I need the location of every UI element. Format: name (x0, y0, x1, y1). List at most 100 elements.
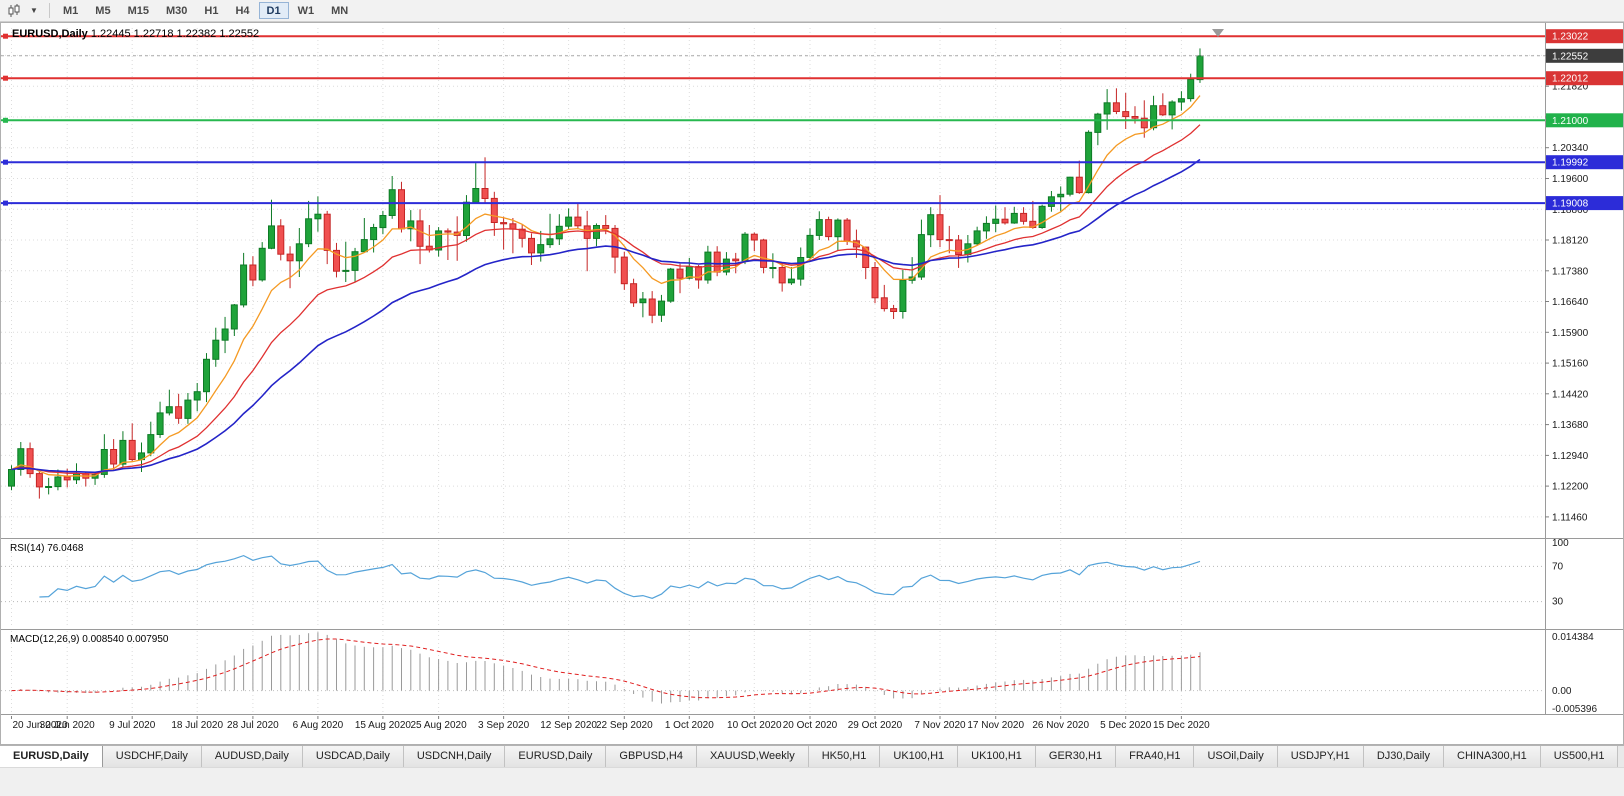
svg-text:1.15160: 1.15160 (1552, 359, 1589, 370)
svg-text:25 Aug 2020: 25 Aug 2020 (411, 720, 468, 731)
moving-average-17 (11, 124, 1201, 475)
symbol-tab-12-fra40-h1[interactable]: FRA40,H1 (1116, 746, 1195, 767)
svg-text:1.18860: 1.18860 (1552, 205, 1589, 216)
svg-text:1.18120: 1.18120 (1552, 236, 1589, 247)
svg-text:1.19992: 1.19992 (1552, 158, 1589, 169)
symbol-tab-1-usdchf-daily[interactable]: USDCHF,Daily (102, 746, 202, 767)
hline-handle[interactable] (3, 200, 8, 206)
svg-text:1 Oct 2020: 1 Oct 2020 (665, 720, 714, 731)
symbol-tab-7-xauusd-weekly[interactable]: XAUUSD,Weekly (696, 746, 809, 767)
chart-type-button[interactable] (4, 2, 24, 20)
svg-text:1.19008: 1.19008 (1552, 199, 1589, 210)
macd-signal-line (11, 638, 1201, 699)
svg-text:17 Nov 2020: 17 Nov 2020 (967, 720, 1024, 731)
svg-text:1.14420: 1.14420 (1552, 389, 1589, 400)
svg-text:9 Jul 2020: 9 Jul 2020 (109, 720, 156, 731)
timeframe-button-d1[interactable]: D1 (258, 2, 289, 19)
svg-text:26 Nov 2020: 26 Nov 2020 (1032, 720, 1089, 731)
symbol-tab-13-usoil-daily[interactable]: USOil,Daily (1194, 746, 1278, 767)
price-badge-1.22552 (1546, 48, 1623, 63)
price-badge-1.19008 (1546, 196, 1623, 211)
symbol-tabbar: EURUSD,Daily USDCHF,Daily AUDUSD,Daily USDC… (0, 745, 1624, 767)
svg-text:12 Sep 2020: 12 Sep 2020 (540, 720, 597, 731)
timeframe-toolbar: ▼ M1 M5 M15 M30 H1 H4 D1 W1 MN (0, 0, 1624, 22)
symbol-tab-4-usdcnh-daily[interactable]: USDCNH,Daily (403, 746, 506, 767)
svg-text:1.19600: 1.19600 (1552, 174, 1589, 185)
svg-text:28 Jul 2020: 28 Jul 2020 (227, 720, 279, 731)
symbol-tab-8-hk50-h1[interactable]: HK50,H1 (808, 746, 881, 767)
symbol-tab-15-dj30-daily[interactable]: DJ30,Daily (1363, 746, 1444, 767)
svg-text:1.17380: 1.17380 (1552, 266, 1589, 277)
svg-text:1.21820: 1.21820 (1552, 82, 1589, 93)
chart-shift-marker[interactable] (1212, 29, 1224, 37)
chart-type-dropdown[interactable]: ▼ (24, 2, 44, 20)
moving-average-32 (11, 158, 1201, 474)
timeframe-button-m1[interactable]: M1 (55, 2, 86, 19)
hline-handle[interactable] (3, 33, 8, 39)
price-badge-1.19992 (1546, 155, 1623, 170)
svg-text:20 Jun 2020: 20 Jun 2020 (12, 720, 67, 731)
price-axis[interactable]: 1.225601.218201.210801.203401.196001.188… (1545, 51, 1589, 524)
symbol-tab-17-us500-h1[interactable]: US500,H1 (1540, 746, 1619, 767)
symbol-tab-10-uk100-h1[interactable]: UK100,H1 (958, 746, 1036, 767)
svg-text:20 Oct 2020: 20 Oct 2020 (783, 720, 838, 731)
timeframe-button-mn[interactable]: MN (323, 2, 356, 19)
svg-text:1.11460: 1.11460 (1552, 512, 1588, 523)
timeframe-button-m15[interactable]: M15 (120, 2, 157, 19)
svg-text:15 Aug 2020: 15 Aug 2020 (355, 720, 412, 731)
symbol-tab-0-eurusd-daily[interactable]: EURUSD,Daily (0, 746, 103, 767)
svg-text:30 Jun 2020: 30 Jun 2020 (40, 720, 95, 731)
svg-text:0.00: 0.00 (1552, 686, 1572, 697)
svg-text:0.014384: 0.014384 (1552, 632, 1594, 643)
svg-text:1.22012: 1.22012 (1552, 74, 1589, 85)
svg-text:22 Sep 2020: 22 Sep 2020 (596, 720, 653, 731)
price-badge-1.23022 (1546, 29, 1623, 44)
svg-text:1.23022: 1.23022 (1552, 32, 1589, 43)
svg-text:29 Oct 2020: 29 Oct 2020 (848, 720, 903, 731)
timeframe-button-h4[interactable]: H4 (227, 2, 257, 19)
svg-text:1.12200: 1.12200 (1552, 482, 1589, 493)
svg-text:1.13680: 1.13680 (1552, 420, 1589, 431)
svg-text:10 Oct 2020: 10 Oct 2020 (727, 720, 782, 731)
price-badge-1.21000 (1546, 113, 1623, 128)
svg-text:1.21000: 1.21000 (1552, 116, 1589, 127)
svg-text:1.15900: 1.15900 (1552, 328, 1589, 339)
svg-text:7 Nov 2020: 7 Nov 2020 (914, 720, 966, 731)
svg-text:1.12940: 1.12940 (1552, 451, 1589, 462)
price-axis-badges: 1.23022 1.22552 1.22012 1.21000 1.19992 1.190… (1546, 29, 1623, 211)
svg-text:70: 70 (1552, 561, 1564, 572)
hline-handle[interactable] (3, 117, 8, 123)
svg-text:1.20340: 1.20340 (1552, 143, 1589, 154)
timeframe-button-m5[interactable]: M5 (87, 2, 118, 19)
symbol-tab-5-eurusd-daily[interactable]: EURUSD,Daily (505, 746, 607, 767)
symbol-tab-16-china300-h1[interactable]: CHINA300,H1 (1444, 746, 1541, 767)
svg-text:100: 100 (1552, 538, 1569, 549)
hline-handle[interactable] (3, 75, 8, 81)
svg-text:15 Dec 2020: 15 Dec 2020 (1153, 720, 1210, 731)
timeframe-button-w1[interactable]: W1 (290, 2, 323, 19)
svg-text:1.16640: 1.16640 (1552, 297, 1589, 308)
symbol-tab-14-usdjpy-h1[interactable]: USDJPY,H1 (1277, 746, 1364, 767)
timeframe-button-h1[interactable]: H1 (196, 2, 226, 19)
symbol-tab-3-usdcad-daily[interactable]: USDCAD,Daily (302, 746, 404, 767)
candlestick-chart-icon (8, 3, 20, 17)
candles-layer (8, 48, 1204, 499)
price-badge-1.22012 (1546, 71, 1623, 86)
moving-average-8 (11, 95, 1201, 477)
hline-handle[interactable] (3, 159, 8, 165)
symbol-tab-2-audusd-daily[interactable]: AUDUSD,Daily (201, 746, 303, 767)
timeframe-buttons: M1 M5 M15 M30 H1 H4 D1 W1 MN (55, 2, 357, 19)
svg-text:30: 30 (1552, 597, 1564, 608)
chevron-down-icon: ▼ (30, 6, 38, 15)
svg-text:-0.005396: -0.005396 (1552, 704, 1597, 715)
svg-text:5 Dec 2020: 5 Dec 2020 (1100, 720, 1152, 731)
macd-histogram (20, 632, 1201, 704)
timeframe-button-m30[interactable]: M30 (158, 2, 195, 19)
chart-canvas[interactable]: 1.225601.218201.210801.203401.196001.188… (0, 22, 1624, 745)
symbol-tab-11-ger30-h1[interactable]: GER30,H1 (1035, 746, 1117, 767)
status-bar (0, 767, 1624, 796)
symbol-tab-6-gbpusd-h4[interactable]: GBPUSD,H4 (606, 746, 697, 767)
symbol-tab-9-uk100-h1[interactable]: UK100,H1 (880, 746, 959, 767)
